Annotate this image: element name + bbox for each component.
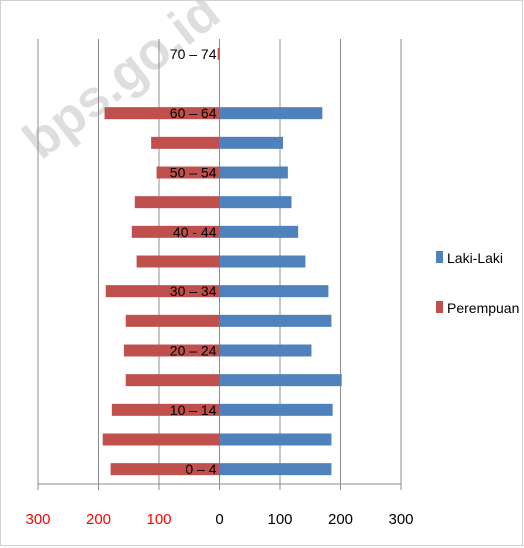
category-label: 0 – 4	[185, 461, 216, 477]
bar-perempuan	[125, 374, 220, 387]
bar-laki-laki	[219, 344, 312, 357]
legend-swatch	[436, 301, 443, 313]
category-label: 50 – 54	[170, 165, 217, 181]
bar-laki-laki	[219, 107, 323, 120]
x-tick-label: 300	[25, 511, 50, 528]
category-label: 20 – 24	[170, 343, 217, 359]
bar-perempuan	[156, 166, 220, 179]
x-tick-label: 200	[328, 511, 353, 528]
legend-label: Perempuan	[447, 300, 519, 316]
category-label: 60 – 64	[170, 105, 217, 121]
bar-perempuan	[125, 314, 220, 327]
x-tick-label: 200	[86, 511, 111, 528]
bar-perempuan	[111, 403, 220, 416]
legend-label: Laki-Laki	[447, 250, 503, 266]
legend-item: Laki-Laki	[436, 250, 503, 266]
category-label: 30 – 34	[170, 283, 217, 299]
bar-perempuan	[217, 47, 220, 60]
x-tick-label: 300	[388, 511, 413, 528]
bar-perempuan	[131, 225, 220, 238]
bar-perempuan	[151, 136, 220, 149]
bar-laki-laki	[219, 225, 299, 238]
bar-laki-laki	[219, 433, 332, 446]
bar-perempuan	[102, 433, 220, 446]
category-labels: 0 – 4 10 – 14 20 – 24 30 – 34 40 - 44 50 – 54…	[170, 46, 217, 477]
bar-laki-laki	[219, 463, 332, 476]
legend: Laki-Laki Perempuan	[436, 250, 519, 316]
category-label: 10 – 14	[170, 402, 217, 418]
bar-perempuan	[123, 344, 220, 357]
category-label: 70 – 74	[170, 46, 217, 62]
bar-laki-laki	[219, 314, 332, 327]
bar-perempuan	[104, 107, 220, 120]
bar-perempuan	[134, 196, 220, 209]
legend-swatch	[436, 251, 443, 263]
category-label: 40 - 44	[173, 224, 217, 240]
bar-perempuan	[105, 285, 220, 298]
bar-laki-laki	[219, 285, 329, 298]
x-tick-label: 0	[215, 511, 223, 528]
x-tick-label: 100	[146, 511, 171, 528]
legend-item: Perempuan	[436, 300, 519, 316]
bar-perempuan	[136, 255, 220, 268]
bar-laki-laki	[219, 403, 333, 416]
bars	[102, 47, 342, 476]
bar-perempuan	[110, 463, 220, 476]
bar-laki-laki	[219, 136, 284, 149]
bar-laki-laki	[219, 196, 292, 209]
bar-laki-laki	[219, 374, 342, 387]
x-tick-label: 100	[267, 511, 292, 528]
bar-laki-laki	[219, 255, 306, 268]
bar-laki-laki	[219, 166, 288, 179]
x-axis: 300 200 100 0 100 200 300	[25, 483, 414, 528]
